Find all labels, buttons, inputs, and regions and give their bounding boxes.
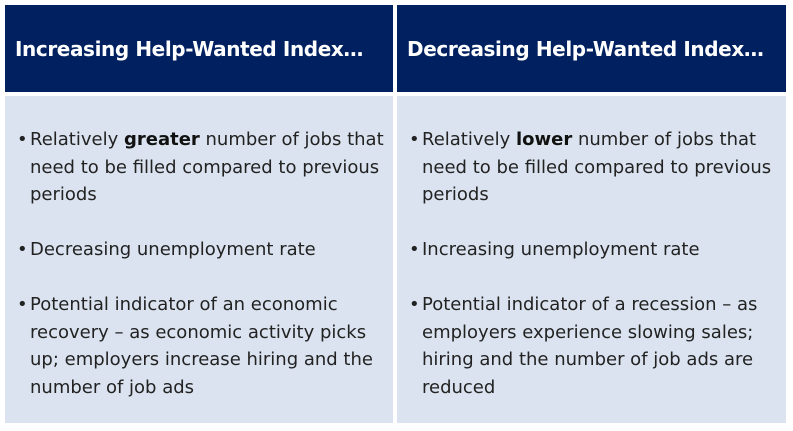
list-item: • Decreasing unemployment rate (17, 236, 387, 264)
bullet-icon: • (409, 239, 420, 260)
bullet-icon: • (17, 129, 28, 150)
comparison-table: Increasing Help-Wanted Index… Decreasing… (5, 5, 786, 423)
increasing-column-body: • Relatively greater number of jobs that… (5, 96, 393, 423)
list-item: • Relatively greater number of jobs that… (17, 126, 387, 209)
header-decreasing-label: Decreasing Help-Wanted Index… (407, 36, 764, 61)
bullet-icon: • (17, 239, 28, 260)
header-increasing-index: Increasing Help-Wanted Index… (5, 5, 393, 92)
list-item-text: Increasing unemployment rate (422, 239, 700, 260)
bullet-icon: • (17, 294, 28, 315)
list-item: • Potential indicator of a recession – a… (409, 291, 780, 401)
list-item-text: Relatively greater number of jobs that n… (30, 129, 384, 205)
list-item: • Relatively lower number of jobs that n… (409, 126, 780, 209)
list-item: • Potential indicator of an economic rec… (17, 291, 387, 401)
header-decreasing-index: Decreasing Help-Wanted Index… (397, 5, 786, 92)
list-item-text: Decreasing unemployment rate (30, 239, 316, 260)
bullet-icon: • (409, 294, 420, 315)
header-increasing-label: Increasing Help-Wanted Index… (15, 36, 363, 61)
decreasing-column-body: • Relatively lower number of jobs that n… (397, 96, 786, 423)
bullet-icon: • (409, 129, 420, 150)
list-item: • Increasing unemployment rate (409, 236, 780, 264)
list-item-text: Relatively lower number of jobs that nee… (422, 129, 772, 205)
list-item-text: Potential indicator of a recession – as … (422, 294, 758, 398)
list-item-text: Potential indicator of an economic recov… (30, 294, 373, 398)
